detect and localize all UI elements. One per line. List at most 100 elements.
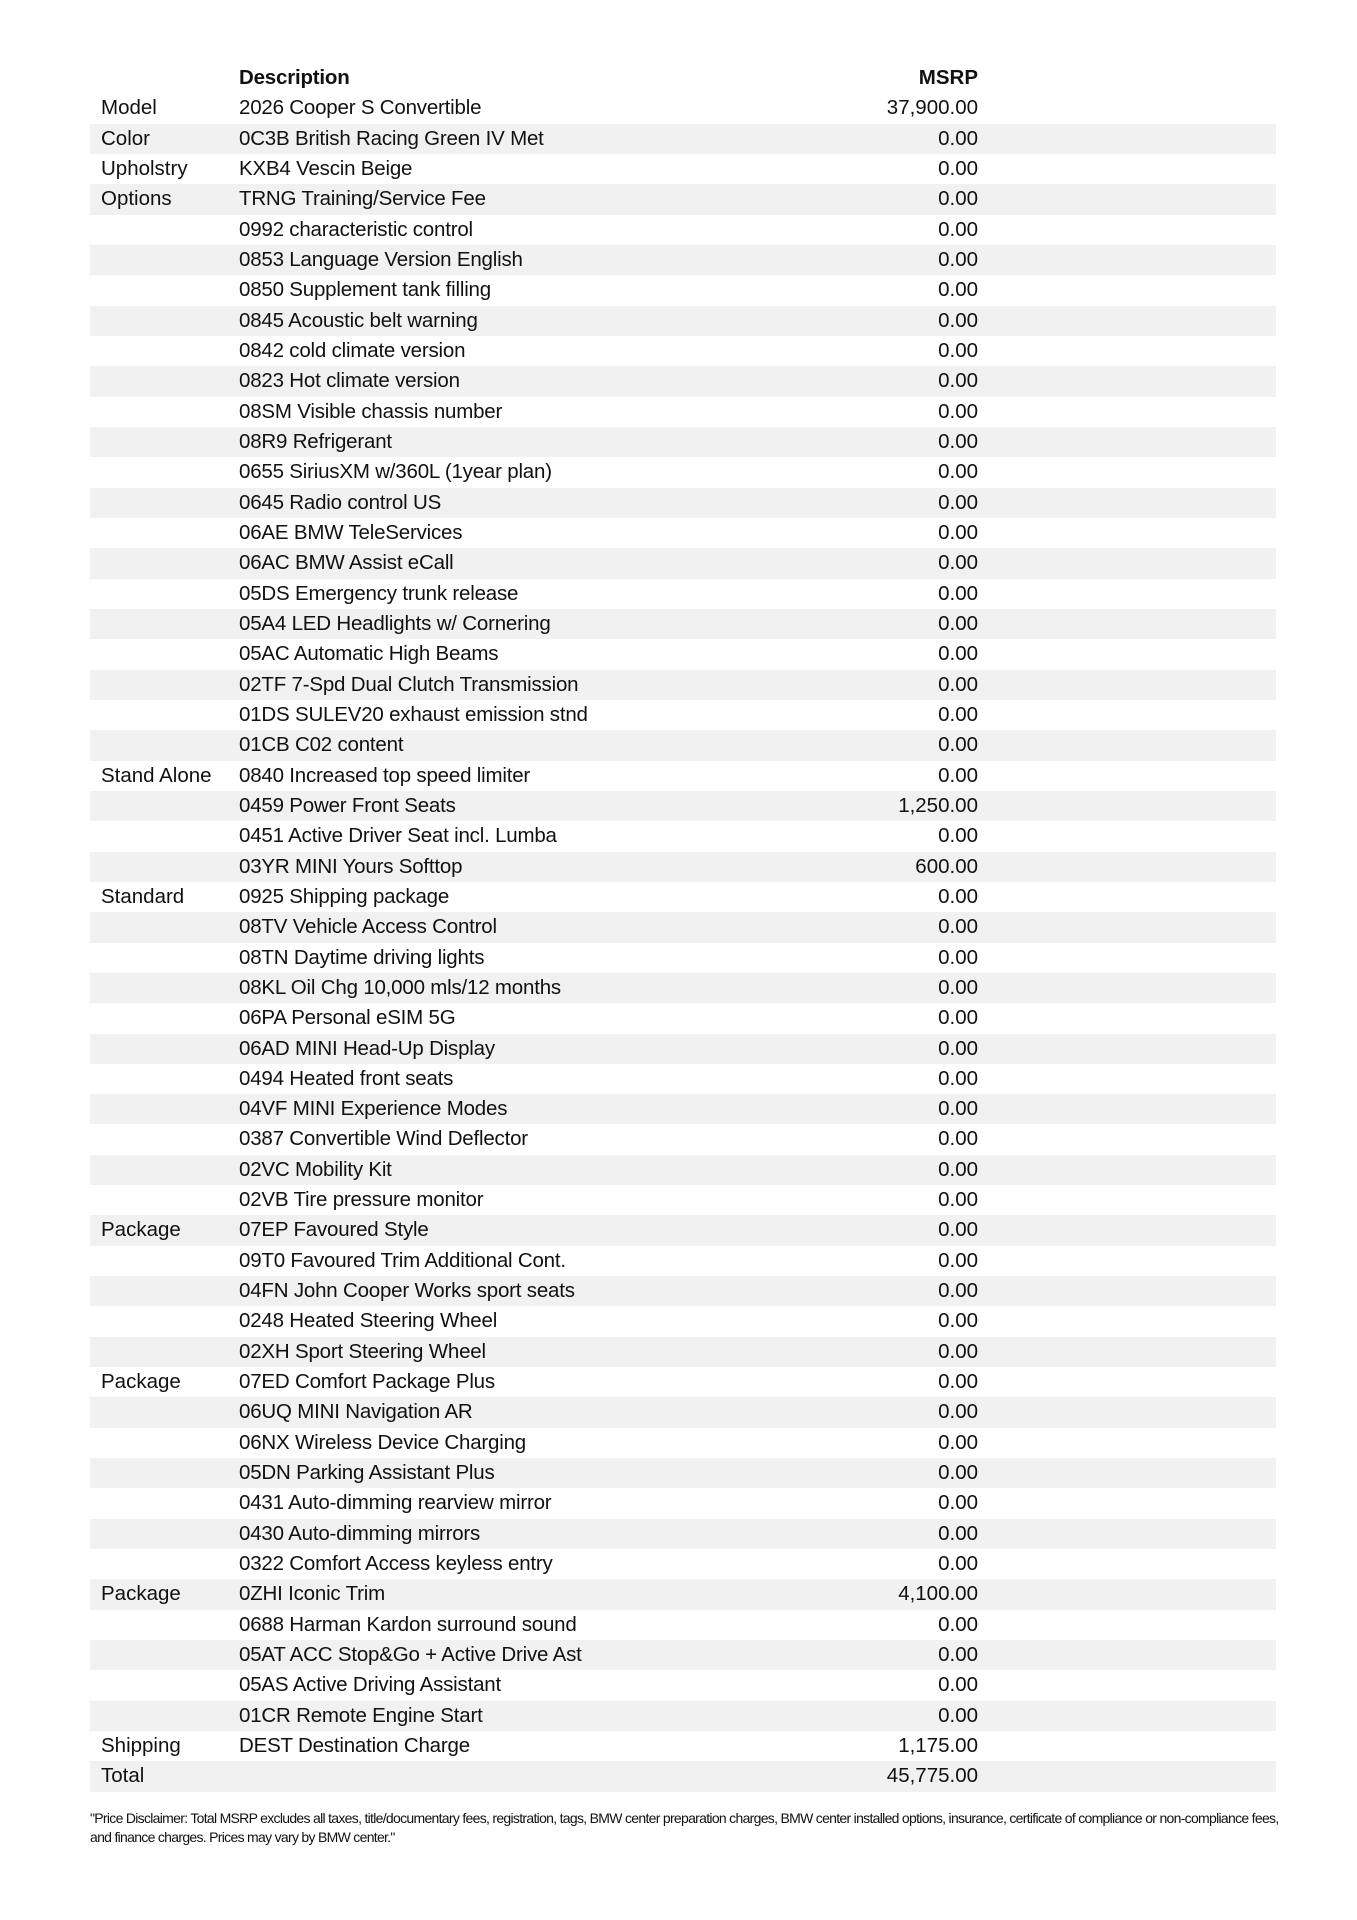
row-msrp: 45,775.00 [886, 1764, 978, 1788]
row-description: 0248 Heated Steering Wheel [239, 1309, 498, 1333]
row-msrp: 1,250.00 [898, 793, 978, 817]
table-row: 0823 Hot climate version 0.00 [90, 366, 1276, 397]
row-description: 0823 Hot climate version [239, 369, 460, 393]
row-msrp: 0.00 [938, 551, 978, 575]
row-label: Package [101, 1582, 181, 1606]
description-column-header: Description [239, 66, 350, 89]
row-description: 0431 Auto-dimming rearview mirror [239, 1491, 552, 1515]
row-msrp: 37,900.00 [886, 96, 978, 120]
row-msrp: 0.00 [938, 1248, 978, 1272]
row-label: Model [101, 96, 157, 120]
row-label: Stand Alone [101, 763, 212, 787]
table-row: 0387 Convertible Wind Deflector 0.00 [90, 1124, 1276, 1154]
table-row: Package 07EP Favoured Style 0.00 [90, 1215, 1276, 1246]
table-row: 0655 SiriusXM w/360L (1year plan) 0.00 [90, 457, 1276, 487]
row-description: 08KL Oil Chg 10,000 mls/12 months [239, 975, 561, 999]
row-msrp: 0.00 [938, 1097, 978, 1121]
table-row: 01DS SULEV20 exhaust emission stnd 0.00 [90, 700, 1276, 730]
row-msrp: 0.00 [938, 278, 978, 302]
table-row: Upholstry KXB4 Vescin Beige 0.00 [90, 154, 1276, 184]
table-row: 0431 Auto-dimming rearview mirror 0.00 [90, 1488, 1276, 1518]
row-description: 08TV Vehicle Access Control [239, 915, 497, 939]
row-description: 01CR Remote Engine Start [239, 1703, 483, 1727]
row-description: 0992 characteristic control [239, 217, 473, 241]
row-description: 02VC Mobility Kit [239, 1157, 392, 1181]
table-row: Standard 0925 Shipping package 0.00 [90, 882, 1276, 912]
row-description: 0C3B British Racing Green IV Met [239, 126, 544, 150]
row-msrp: 0.00 [938, 460, 978, 484]
table-row: 0850 Supplement tank filling 0.00 [90, 275, 1276, 305]
table-row: 01CR Remote Engine Start 0.00 [90, 1700, 1276, 1732]
row-msrp: 0.00 [938, 520, 978, 544]
row-msrp: 0.00 [938, 247, 978, 271]
table-row: 06AD MINI Head-Up Display 0.00 [90, 1033, 1276, 1064]
row-msrp: 0.00 [938, 702, 978, 726]
row-msrp: 0.00 [938, 1157, 978, 1181]
row-description: 0840 Increased top speed limiter [239, 763, 531, 787]
table-row: 05AC Automatic High Beams 0.00 [90, 639, 1276, 669]
row-label: Shipping [101, 1734, 181, 1758]
table-row: 0992 characteristic control 0.00 [90, 215, 1276, 245]
row-msrp: 0.00 [938, 369, 978, 393]
table-row: 05DS Emergency trunk release 0.00 [90, 579, 1276, 609]
row-description: 05AS Active Driving Assistant [239, 1673, 501, 1697]
row-description: 07ED Comfort Package Plus [239, 1370, 495, 1394]
table-row: 0451 Active Driver Seat incl. Lumba 0.00 [90, 821, 1276, 851]
table-row: 02VB Tire pressure monitor 0.00 [90, 1185, 1276, 1215]
table-row: 08TN Daytime driving lights 0.00 [90, 943, 1276, 973]
row-label: Upholstry [101, 156, 188, 180]
table-row: 04FN John Cooper Works sport seats 0.00 [90, 1276, 1276, 1307]
row-label: Package [101, 1370, 181, 1394]
row-msrp: 0.00 [938, 1612, 978, 1636]
row-msrp: 0.00 [938, 1370, 978, 1394]
table-row: 05AT ACC Stop&Go + Active Drive Ast 0.00 [90, 1640, 1276, 1671]
row-description: 0322 Comfort Access keyless entry [239, 1552, 553, 1576]
row-msrp: 0.00 [938, 1127, 978, 1151]
table-row: Options TRNG Training/Service Fee 0.00 [90, 184, 1276, 215]
table-row: 0845 Acoustic belt warning 0.00 [90, 305, 1276, 336]
row-description: 02TF 7-Spd Dual Clutch Transmission [239, 672, 579, 696]
row-msrp: 0.00 [938, 187, 978, 211]
table-row: 05DN Parking Assistant Plus 0.00 [90, 1458, 1276, 1489]
row-description: KXB4 Vescin Beige [239, 156, 413, 180]
row-description: 03YR MINI Yours Softtop [239, 854, 463, 878]
row-description: 0ZHI Iconic Trim [239, 1582, 386, 1606]
row-description: 0655 SiriusXM w/360L (1year plan) [239, 460, 552, 484]
table-row: 08TV Vehicle Access Control 0.00 [90, 912, 1276, 943]
table-row: 04VF MINI Experience Modes 0.00 [90, 1094, 1276, 1125]
row-msrp: 0.00 [938, 1279, 978, 1303]
row-msrp: 0.00 [938, 1006, 978, 1030]
row-description: 05A4 LED Headlights w/ Cornering [239, 611, 551, 635]
row-label: Standard [101, 884, 185, 908]
table-row: Color 0C3B British Racing Green IV Met 0.0… [90, 123, 1276, 154]
row-description: 0853 Language Version English [239, 247, 523, 271]
table-row: 06PA Personal eSIM 5G 0.00 [90, 1003, 1276, 1033]
row-description: 0842 cold climate version [239, 338, 466, 362]
table-row: Package 07ED Comfort Package Plus 0.00 [90, 1367, 1276, 1397]
row-msrp: 0.00 [938, 763, 978, 787]
row-msrp: 0.00 [938, 945, 978, 969]
row-msrp: 0.00 [938, 126, 978, 150]
row-msrp: 0.00 [938, 824, 978, 848]
row-msrp: 0.00 [938, 581, 978, 605]
row-msrp: 0.00 [938, 611, 978, 635]
row-description: 07EP Favoured Style [239, 1218, 429, 1242]
table-row: 0459 Power Front Seats 1,250.00 [90, 790, 1276, 822]
row-description: 0387 Convertible Wind Deflector [239, 1127, 528, 1151]
row-msrp: 1,175.00 [898, 1734, 978, 1758]
table-row: 05A4 LED Headlights w/ Cornering 0.00 [90, 608, 1276, 640]
row-description: 01DS SULEV20 exhaust emission stnd [239, 702, 588, 726]
row-description: 0850 Supplement tank filling [239, 278, 491, 302]
row-description: 08TN Daytime driving lights [239, 945, 485, 969]
row-msrp: 0.00 [938, 217, 978, 241]
row-description: 0451 Active Driver Seat incl. Lumba [239, 824, 557, 848]
row-description: 04VF MINI Experience Modes [239, 1097, 508, 1121]
row-msrp: 0.00 [938, 429, 978, 453]
table-row: Stand Alone 0840 Increased top speed limi… [90, 761, 1276, 791]
row-description: 0688 Harman Kardon surround sound [239, 1612, 577, 1636]
table-row: Shipping DEST Destination Charge 1,175.00 [90, 1731, 1276, 1761]
table-body: Model 2026 Cooper S Convertible 37,900.00 C… [90, 93, 1276, 1792]
row-msrp: 0.00 [938, 308, 978, 332]
row-description: 06AC BMW Assist eCall [239, 551, 454, 575]
row-msrp: 0.00 [938, 1188, 978, 1212]
